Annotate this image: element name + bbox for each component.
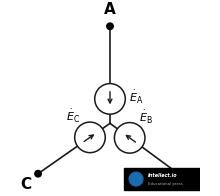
Text: $\dot{E}_{\rm A}$: $\dot{E}_{\rm A}$ [129,89,143,106]
Text: $\dot{E}_{\rm B}$: $\dot{E}_{\rm B}$ [139,109,153,126]
FancyBboxPatch shape [124,168,200,190]
Text: A: A [104,2,116,17]
Text: $\dot{E}_{\rm C}$: $\dot{E}_{\rm C}$ [66,108,80,125]
Circle shape [107,23,113,29]
Circle shape [114,122,145,153]
Circle shape [175,171,182,177]
Circle shape [129,172,143,186]
Text: C: C [20,177,31,192]
Text: Intellect.io: Intellect.io [148,173,177,178]
Circle shape [95,84,125,114]
Circle shape [75,122,105,153]
Circle shape [35,171,41,177]
Text: Educational press: Educational press [148,182,183,186]
